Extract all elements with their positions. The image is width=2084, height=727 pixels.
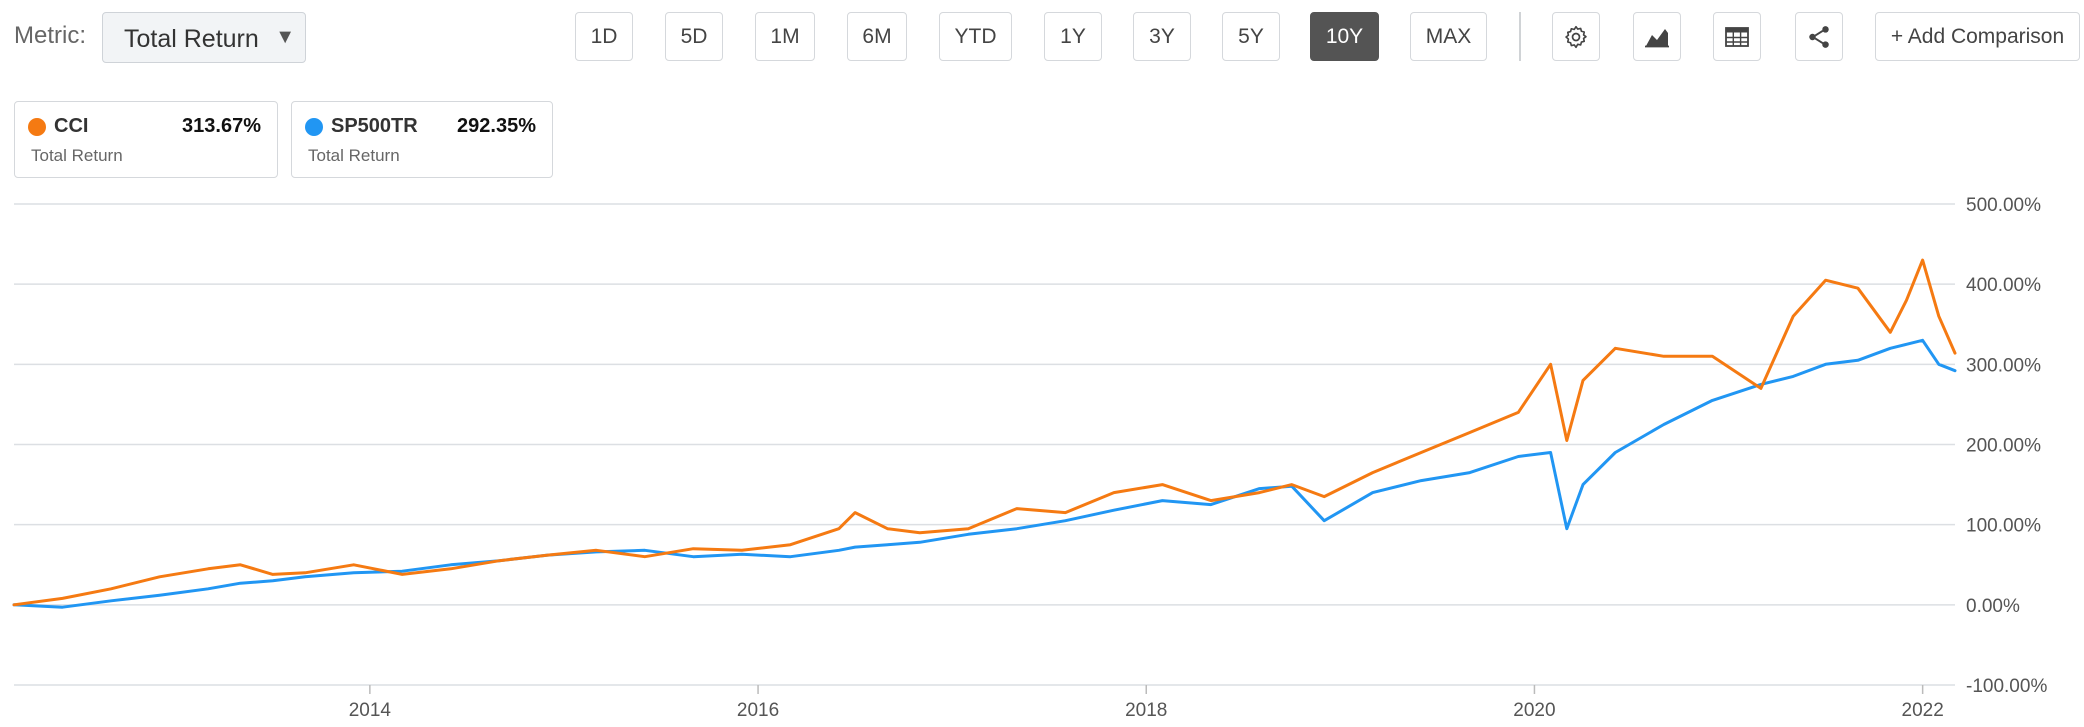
y-tick-label: 100.00% <box>1966 516 2041 537</box>
metric-select-value: Total Return <box>124 25 259 53</box>
x-tick-label: 2022 <box>1902 700 1944 721</box>
legend-metric: Total Return <box>308 146 400 165</box>
series-color-dot <box>305 118 323 136</box>
range-button-1y[interactable]: 1Y <box>1044 12 1102 61</box>
y-tick-label: 200.00% <box>1966 436 2041 457</box>
legend-ticker: CCI <box>54 115 89 137</box>
series-line-sp500tr <box>12 338 1957 609</box>
y-tick-label: 400.00% <box>1966 275 2041 296</box>
table-view-button[interactable] <box>1713 12 1761 61</box>
add-comparison-button[interactable]: + Add Comparison <box>1875 12 2080 61</box>
legend-item-cci[interactable]: CCI 313.67% Total Return <box>14 101 278 178</box>
settings-button[interactable] <box>1552 12 1600 61</box>
legend-value: 292.35% <box>457 115 536 137</box>
range-button-3y[interactable]: 3Y <box>1133 12 1191 61</box>
metric-select[interactable]: Total Return ▼ <box>102 12 306 63</box>
x-tick-label: 2016 <box>737 700 779 721</box>
area-chart-icon <box>1645 28 1669 47</box>
toolbar: Metric: Total Return ▼ 1D 5D 1M 6M YTD 1… <box>0 0 2084 76</box>
y-tick-label: 500.00% <box>1966 195 2041 216</box>
share-icon <box>1809 25 1829 48</box>
range-button-max[interactable]: MAX <box>1410 12 1487 61</box>
x-tick-label: 2018 <box>1125 700 1167 721</box>
series-line-cci <box>12 258 1957 607</box>
chevron-down-icon: ▼ <box>275 26 295 48</box>
metric-label: Metric: <box>14 22 86 49</box>
range-button-ytd[interactable]: YTD <box>939 12 1012 61</box>
legend-value: 313.67% <box>182 115 261 137</box>
range-button-6m[interactable]: 6M <box>847 12 907 61</box>
toolbar-divider <box>1519 12 1521 61</box>
chart-type-button[interactable] <box>1633 12 1681 61</box>
y-tick-label: 300.00% <box>1966 355 2041 376</box>
gear-icon <box>1565 25 1587 48</box>
series-color-dot <box>28 118 46 136</box>
table-icon <box>1725 26 1749 47</box>
y-tick-label: -100.00% <box>1966 676 2047 697</box>
range-button-1d[interactable]: 1D <box>575 12 633 61</box>
x-tick-label: 2014 <box>349 700 392 721</box>
x-tick-label: 2020 <box>1513 700 1555 721</box>
range-button-5d[interactable]: 5D <box>665 12 723 61</box>
total-return-chart[interactable]: 500.00% 400.00% 300.00% 200.00% 100.00% 0.00%… <box>0 185 2084 727</box>
range-button-5y[interactable]: 5Y <box>1222 12 1280 61</box>
range-button-10y[interactable]: 10Y <box>1310 12 1379 61</box>
legend-ticker: SP500TR <box>331 115 418 137</box>
legend-item-sp500tr[interactable]: SP500TR 292.35% Total Return <box>291 101 553 178</box>
range-button-1m[interactable]: 1M <box>755 12 815 61</box>
legend-metric: Total Return <box>31 146 123 165</box>
share-button[interactable] <box>1795 12 1843 61</box>
y-tick-label: 0.00% <box>1966 596 2020 617</box>
